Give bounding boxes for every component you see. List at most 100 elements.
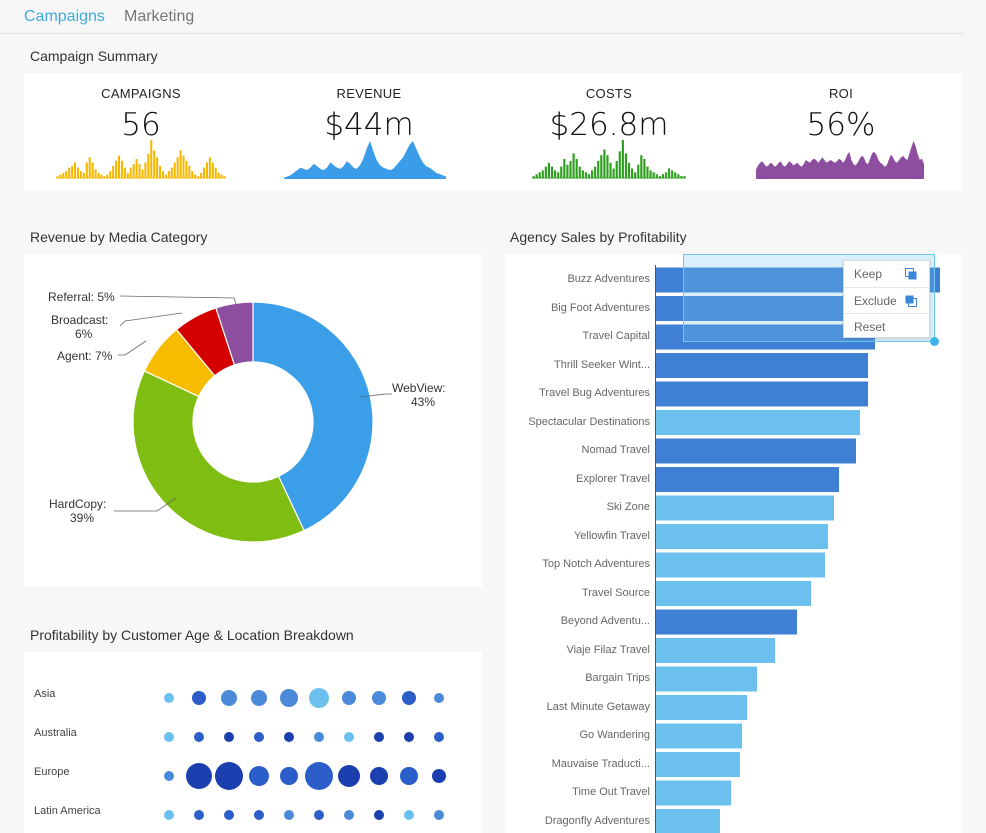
bubble-europe bbox=[400, 767, 418, 785]
agency-label: Nomad Travel bbox=[581, 444, 650, 456]
sparkline-bar bbox=[129, 167, 132, 178]
sparkline-bar bbox=[156, 157, 159, 178]
campaign-summary-title: Campaign Summary bbox=[30, 48, 158, 64]
agency-label: Last Minute Getaway bbox=[546, 700, 650, 713]
kpi-campaigns[interactable]: CAMPAIGNS 56 bbox=[48, 73, 234, 190]
sparkline-bar bbox=[194, 174, 197, 178]
sparkline-bar bbox=[223, 176, 226, 178]
kpi-label: CAMPAIGNS bbox=[101, 86, 181, 101]
sparkline-bar bbox=[59, 174, 62, 178]
sparkline-bar bbox=[220, 174, 223, 178]
sparkline-bar bbox=[65, 171, 68, 178]
bubble-australia bbox=[284, 732, 294, 742]
sparkline-bar bbox=[572, 153, 575, 178]
kpi-costs[interactable]: COSTS $26.8m bbox=[516, 73, 702, 190]
bubble-europe bbox=[280, 767, 298, 785]
bubble-australia bbox=[374, 732, 384, 742]
kpi-revenue[interactable]: REVENUE $44m bbox=[276, 73, 462, 190]
sparkline-bar bbox=[71, 165, 74, 178]
agency-label: Bargain Trips bbox=[585, 672, 650, 684]
agency-sales-title: Agency Sales by Profitability bbox=[510, 229, 687, 245]
context-menu: Keep Exclude Reset bbox=[843, 260, 930, 338]
kpi-roi[interactable]: ROI 56% bbox=[748, 73, 934, 190]
sparkline-bar bbox=[569, 160, 572, 178]
bubble-latin-america bbox=[224, 810, 234, 820]
sparkline-bar bbox=[62, 172, 65, 178]
sparkline-bar bbox=[535, 174, 538, 178]
sparkline-bar bbox=[153, 150, 156, 178]
sparkline-bar bbox=[541, 170, 544, 178]
agency-label: Mauvaise Traducti... bbox=[551, 757, 650, 770]
sparkline-bar bbox=[100, 174, 103, 178]
sparkline-bar bbox=[658, 176, 661, 178]
tab-marketing[interactable]: Marketing bbox=[124, 8, 195, 25]
menu-exclude[interactable]: Exclude bbox=[844, 287, 929, 313]
bubble-asia bbox=[251, 690, 267, 706]
sparkline-bar bbox=[68, 167, 71, 178]
label-hardcopy-pct: 39% bbox=[70, 511, 95, 525]
revenue-by-media-title: Revenue by Media Category bbox=[30, 229, 208, 245]
kpi-value: 56% bbox=[806, 107, 876, 143]
sparkline-bar bbox=[557, 172, 560, 178]
sparkline-bar bbox=[74, 162, 77, 178]
sparkline-bar bbox=[664, 172, 668, 178]
label-broadcast-name: Broadcast: bbox=[51, 313, 109, 327]
sparkline-bar bbox=[56, 176, 59, 178]
profitability-title: Profitability by Customer Age & Location… bbox=[30, 627, 354, 643]
sparkline-bar bbox=[135, 159, 138, 178]
sparkline-bar bbox=[594, 166, 597, 178]
bubble-latin-america bbox=[434, 810, 444, 820]
profitability-bubble-chart[interactable] bbox=[24, 652, 482, 833]
sparkline-bar bbox=[600, 155, 603, 178]
row-label-asia: Asia bbox=[34, 688, 56, 700]
bubble-asia bbox=[221, 690, 237, 706]
bubble-asia bbox=[280, 689, 298, 707]
bubble-europe bbox=[432, 769, 446, 783]
agency-label: Travel Bug Adventures bbox=[539, 387, 650, 399]
agency-label: Ski Zone bbox=[606, 501, 650, 513]
sparkline-bar bbox=[150, 140, 153, 178]
row-label-australia: Australia bbox=[34, 727, 77, 739]
menu-keep-label: Keep bbox=[854, 267, 883, 281]
sparkline-bar bbox=[214, 167, 217, 178]
donut-leader-line bbox=[359, 393, 392, 398]
bubble-europe bbox=[186, 763, 212, 789]
sparkline-bar bbox=[550, 166, 554, 178]
sparkline-bar bbox=[560, 166, 563, 178]
sparkline-bar bbox=[618, 151, 621, 178]
agency-label: Buzz Adventures bbox=[567, 273, 650, 285]
agency-label: Big Foot Adventures bbox=[550, 301, 650, 314]
sparkline-bar bbox=[200, 172, 203, 178]
sparkline-bar bbox=[661, 174, 664, 178]
exclude-icon bbox=[905, 295, 917, 307]
bubble-europe bbox=[305, 762, 333, 790]
sparkline-bar bbox=[185, 160, 188, 178]
kpi-label: COSTS bbox=[585, 86, 633, 101]
agency-label: Viaje Filaz Travel bbox=[566, 643, 650, 656]
bubble-australia bbox=[224, 732, 234, 742]
revenue-donut-chart[interactable] bbox=[24, 254, 482, 587]
sparkline-bar bbox=[603, 149, 606, 178]
sparkline-bar bbox=[94, 169, 97, 178]
menu-reset[interactable]: Reset bbox=[844, 313, 929, 339]
bubble-australia bbox=[434, 732, 444, 742]
sparkline-bar bbox=[159, 165, 162, 178]
agency-label: Go Wandering bbox=[579, 729, 650, 741]
selection-resize-handle[interactable] bbox=[930, 337, 939, 346]
donut-leader-line bbox=[119, 312, 183, 327]
label-broadcast: Broadcast: 6% bbox=[51, 313, 108, 341]
tab-campaigns[interactable]: Campaigns bbox=[24, 8, 105, 25]
menu-keep[interactable]: Keep bbox=[844, 261, 929, 287]
bubble-latin-america bbox=[374, 810, 384, 820]
sparkline-bar bbox=[79, 171, 82, 178]
bubble-europe bbox=[215, 762, 243, 790]
sparkline-bar bbox=[144, 162, 147, 178]
sparkline-bar bbox=[123, 167, 126, 178]
sparkline-bar bbox=[147, 153, 150, 178]
bubble-asia bbox=[372, 691, 386, 705]
label-webview: WebView: 43% bbox=[392, 381, 446, 409]
agency-label: Beyond Adventu... bbox=[560, 615, 650, 627]
revenue-by-media-panel: WebView: 43% HardCopy: 39% Agent: 7% Bro… bbox=[24, 254, 482, 587]
sparkline-bar bbox=[97, 172, 100, 178]
sparkline-bar bbox=[120, 160, 123, 178]
